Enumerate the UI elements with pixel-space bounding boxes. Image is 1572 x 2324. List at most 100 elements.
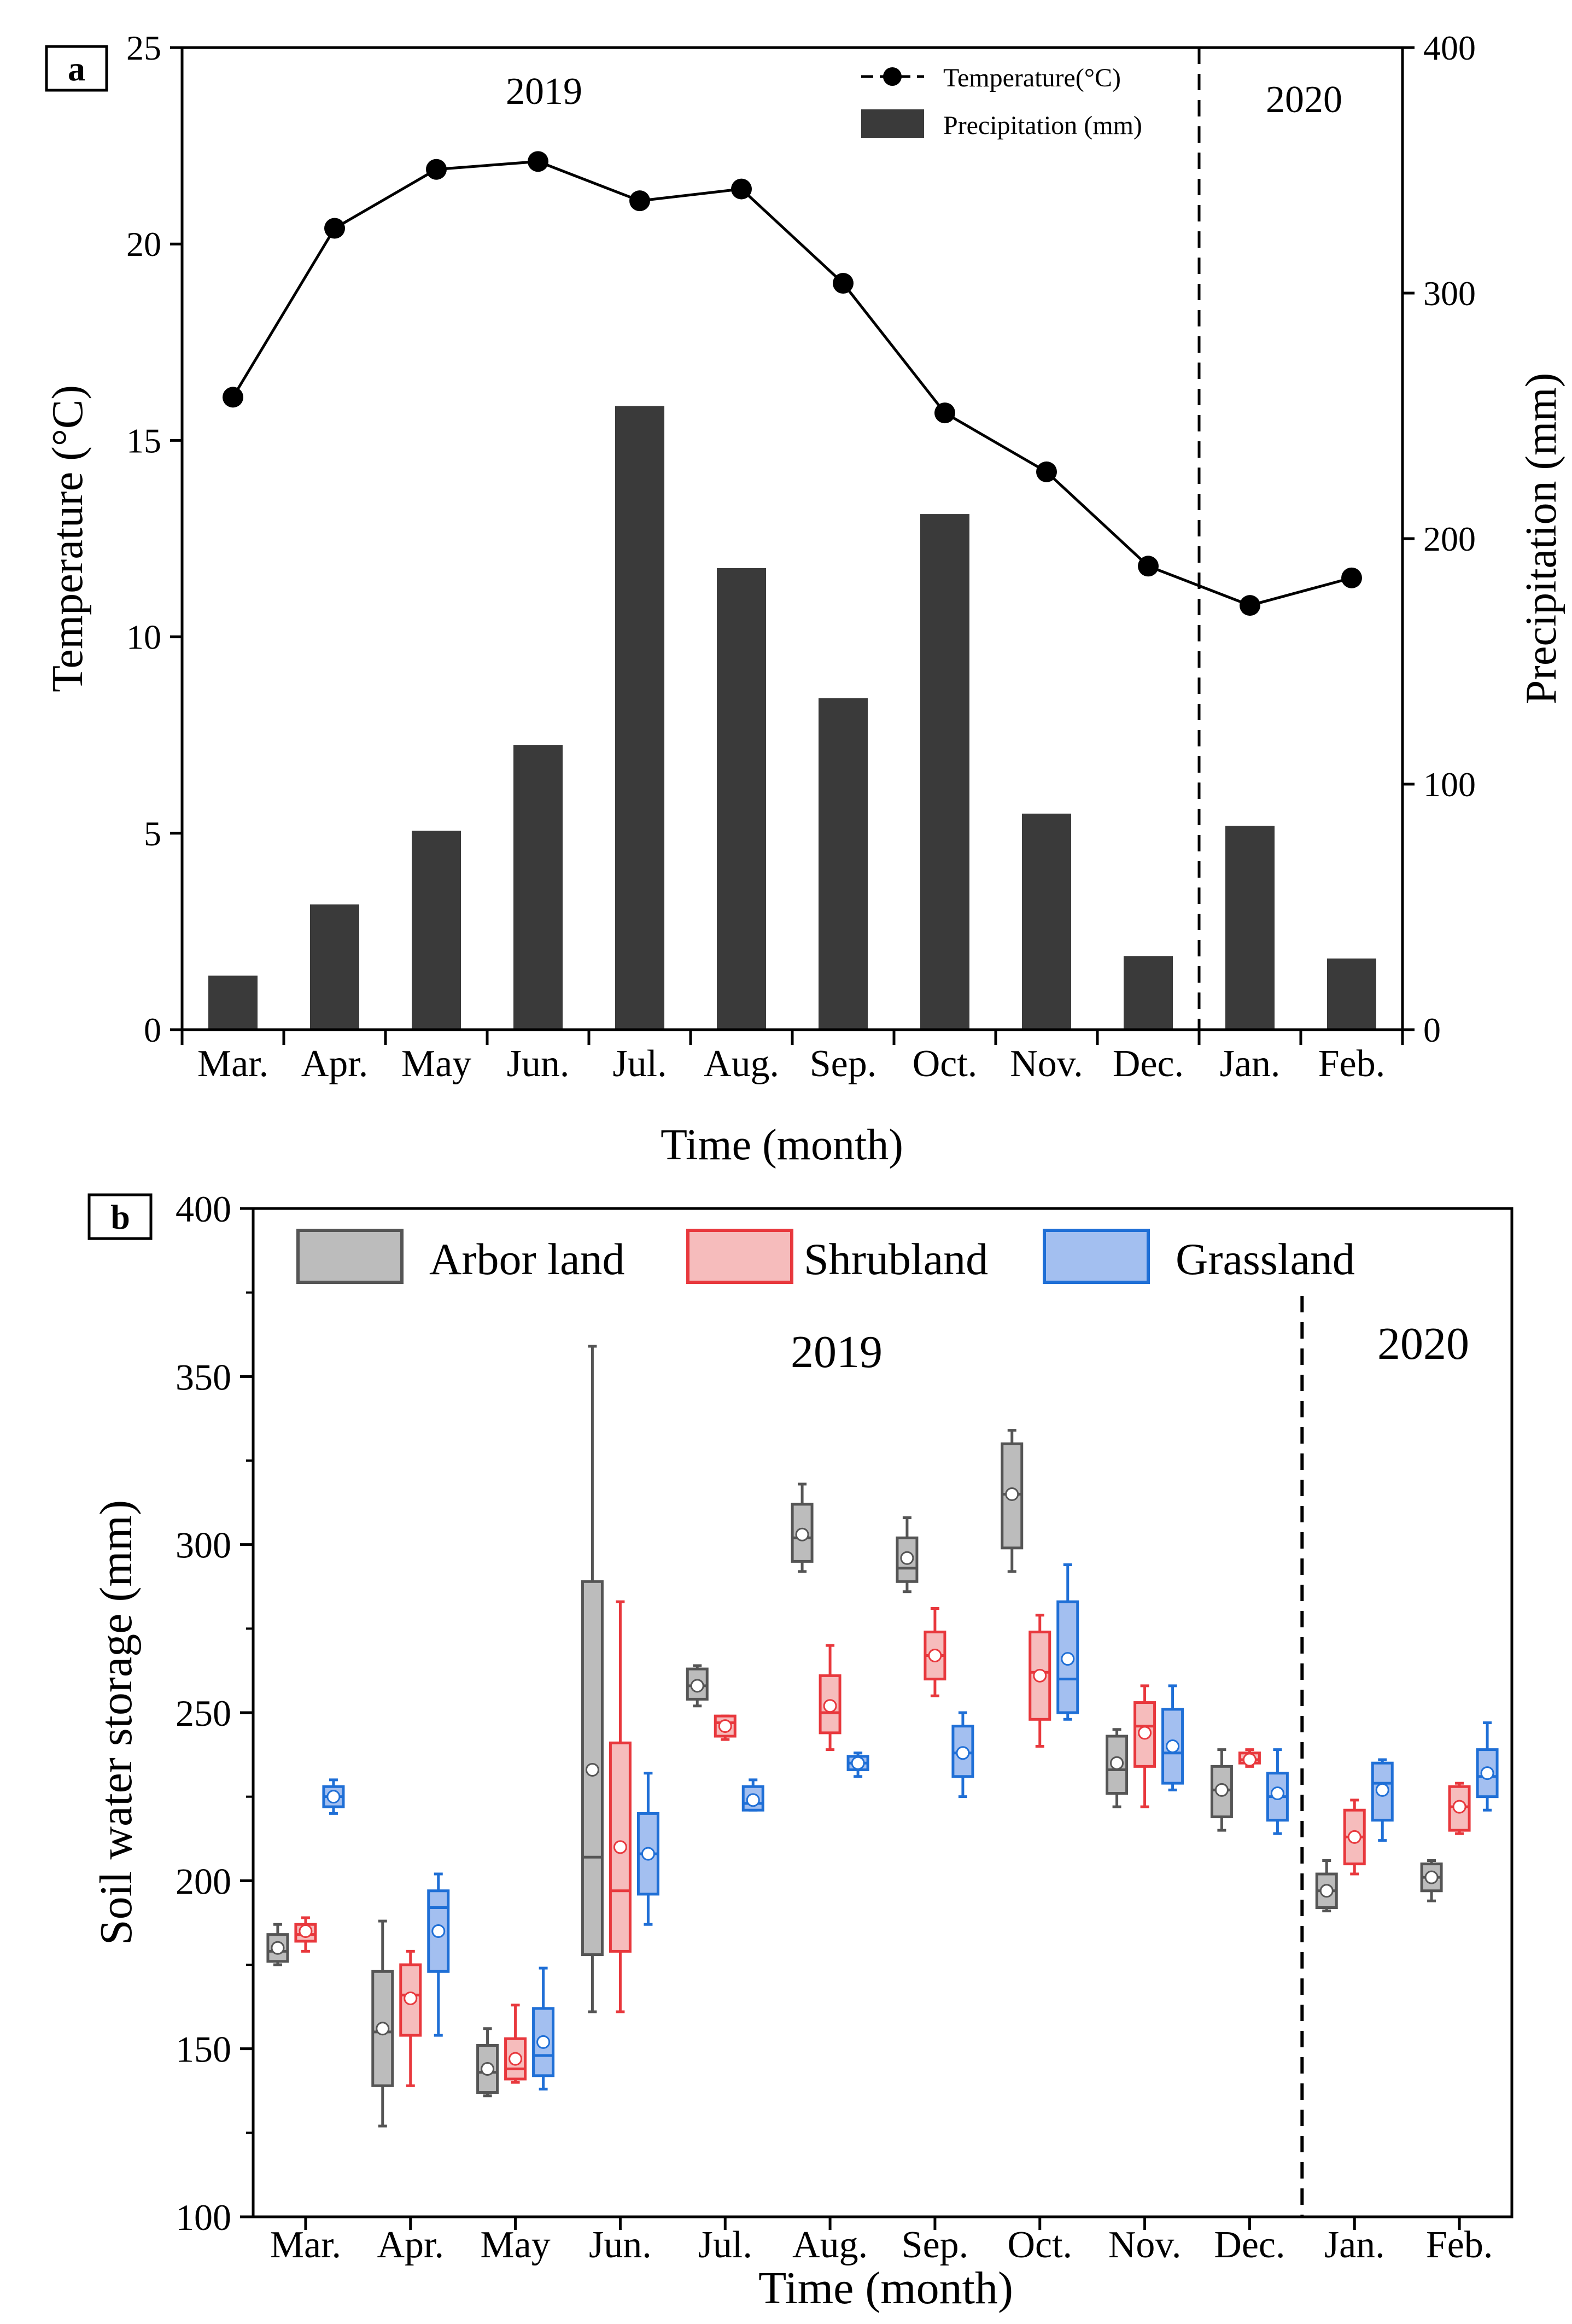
b-y-tick-label-200: 200: [176, 1860, 231, 1902]
a-precipitation-bar-11: [1327, 958, 1376, 1030]
b-shrubland-5-mean: [823, 1699, 837, 1713]
b-x-axis-title: Time (month): [758, 2263, 1013, 2314]
b-legend: Arbor land Shrubland Grassland: [296, 1229, 1355, 1284]
b-shrubland-10-mean: [1347, 1830, 1361, 1844]
b-x-tick-label-3: Jun.: [589, 2224, 652, 2266]
b-x-tick-label-4: Jul.: [698, 2224, 752, 2266]
a-temperature-point-3: [528, 151, 548, 172]
b-year-label-2019: 2019: [791, 1327, 883, 1377]
b-grassland-5-mean: [851, 1756, 865, 1770]
b-legend-arbor-land: Arbor land: [429, 1234, 625, 1284]
a-right-axis-title: Precipitation (mm): [1517, 373, 1565, 705]
b-boxplots: [266, 1345, 1499, 2128]
b-legend-shrubland: Shrubland: [804, 1234, 988, 1284]
b-year-label-2020: 2020: [1377, 1318, 1469, 1369]
b-y-tick-label-300: 300: [176, 1525, 231, 1566]
a-temperature-point-2: [426, 159, 447, 180]
a-right-tick-label-100: 100: [1423, 765, 1476, 804]
a-precipitation-bar-3: [513, 745, 563, 1030]
a-right-tick-label-400: 400: [1423, 28, 1476, 67]
a-precipitation-bar-5: [717, 568, 766, 1030]
a-left-tick-label-15: 15: [126, 421, 161, 460]
a-legend-bar-swatch: [861, 109, 924, 138]
a-temperature-point-0: [223, 387, 243, 408]
b-arbor-land-6-mean: [900, 1551, 914, 1565]
a-precipitation-bar-8: [1022, 813, 1071, 1030]
b-shrubland-8-mean: [1138, 1726, 1152, 1740]
b-arbor-land-11-mean: [1424, 1870, 1439, 1884]
a-left-tick-label-20: 20: [126, 225, 161, 264]
b-shrubland-1-mean: [404, 1991, 418, 2005]
a-x-axis-title: Time (month): [661, 1121, 903, 1169]
b-x-tick-label-0: Mar.: [270, 2224, 341, 2266]
b-y-tick-label-350: 350: [176, 1356, 231, 1398]
b-y-tick-label-150: 150: [176, 2029, 231, 2070]
b-arbor-land-3-mean: [585, 1762, 599, 1777]
b-legend-swatch-grassland: [1043, 1229, 1150, 1284]
a-temperature-point-8: [1036, 461, 1057, 482]
a-year-label-2019: 2019: [506, 71, 582, 113]
a-temperature-point-7: [934, 402, 955, 424]
a-year-label-2020: 2020: [1266, 79, 1342, 121]
a-x-tick-label-3: Jun.: [507, 1043, 570, 1085]
a-left-tick-label-0: 0: [144, 1011, 161, 1049]
b-shrubland-4-mean: [718, 1719, 732, 1733]
b-shrubland-3-mean: [613, 1840, 627, 1854]
b-shrubland-2-mean: [509, 2052, 523, 2066]
a-axis-ticks: 0 5 10 15 20 25 0 100 200 300 400 Mar. Apr. May Jun. Ju…: [126, 28, 1476, 1085]
b-x-tick-label-7: Oct.: [1007, 2224, 1072, 2266]
a-precipitation-bar-10: [1225, 826, 1275, 1030]
a-precipitation-bar-9: [1124, 956, 1173, 1030]
a-precipitation-bar-6: [819, 698, 868, 1030]
a-x-tick-label-10: Jan.: [1220, 1043, 1281, 1085]
a-legend: Temperature(°C) Precipitation (mm): [861, 63, 1142, 140]
a-x-tick-label-4: Jul.: [612, 1043, 667, 1085]
a-temperature-point-11: [1341, 567, 1362, 588]
a-left-tick-label-10: 10: [126, 618, 161, 657]
a-x-tick-label-8: Nov.: [1010, 1043, 1083, 1085]
a-temperature-point-4: [629, 190, 650, 212]
a-left-tick-label-5: 5: [144, 814, 161, 853]
b-y-tick-label-400: 400: [176, 1188, 231, 1230]
b-x-tick-label-8: Nov.: [1108, 2224, 1182, 2266]
b-arbor-land-8-mean: [1110, 1756, 1124, 1770]
b-legend-swatch-arbor: [296, 1229, 404, 1284]
b-legend-grassland: Grassland: [1176, 1234, 1355, 1284]
b-grassland-9-mean: [1270, 1786, 1284, 1801]
a-x-tick-label-1: Apr.: [301, 1043, 369, 1085]
b-grassland-10-mean: [1375, 1783, 1389, 1797]
b-arbor-land-10-mean: [1319, 1884, 1334, 1898]
a-x-tick-label-6: Sep.: [810, 1043, 877, 1085]
b-grassland-11-mean: [1480, 1766, 1494, 1780]
a-right-tick-label-300: 300: [1423, 274, 1476, 313]
b-panel-label-box: [87, 1193, 153, 1240]
a-x-tick-label-5: Aug.: [704, 1043, 779, 1085]
b-shrubland-11-mean: [1452, 1800, 1466, 1814]
b-x-tick-label-6: Sep.: [902, 2224, 969, 2266]
b-shrubland-7-mean: [1033, 1668, 1047, 1683]
b-panel-label: b: [110, 1198, 130, 1236]
a-panel-label-box: [45, 45, 108, 92]
b-legend-swatch-shrubland: [686, 1229, 793, 1284]
b-grassland-8-mean: [1166, 1739, 1180, 1753]
a-x-tick-label-9: Dec.: [1113, 1043, 1184, 1085]
b-x-tick-label-9: Dec.: [1214, 2224, 1285, 2266]
b-arbor-land-7-mean: [1005, 1487, 1019, 1501]
a-precipitation-bar-7: [920, 514, 969, 1030]
b-x-tick-label-1: Apr.: [377, 2224, 445, 2266]
a-precipitation-bars: [208, 406, 1376, 1030]
b-grassland-3-mean: [641, 1847, 655, 1861]
a-x-tick-label-2: May: [401, 1043, 471, 1085]
b-arbor-land-2-mean: [481, 2062, 495, 2076]
b-grassland-2-mean: [536, 2035, 551, 2049]
b-x-tick-label-10: Jan.: [1324, 2224, 1385, 2266]
b-arbor-land-1-mean: [376, 2022, 390, 2036]
a-precipitation-bar-2: [412, 831, 461, 1030]
b-grassland-7-mean: [1061, 1652, 1075, 1666]
a-legend-marker-swatch: [883, 67, 902, 86]
a-temperature-polyline: [231, 160, 1352, 607]
a-legend-temperature: Temperature(°C): [943, 63, 1121, 92]
a-temperature-line: [223, 151, 1362, 616]
a-right-tick-label-0: 0: [1423, 1011, 1441, 1049]
